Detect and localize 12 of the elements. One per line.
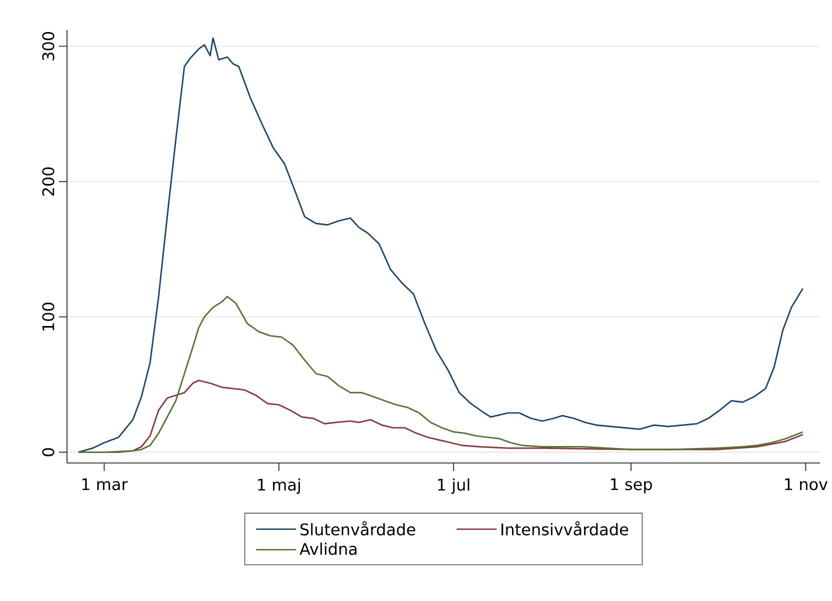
y-tick-label: 200	[42, 167, 54, 196]
legend-label: Intensivvårdade	[502, 521, 628, 536]
y-tick-label: 100	[42, 302, 54, 330]
legend-label: Slutenvårdade	[300, 521, 416, 536]
y-tick-label: 300	[42, 32, 54, 60]
legend-label: Avlidna	[300, 542, 356, 555]
x-tick-label: 1 mar	[82, 478, 128, 490]
x-tick-label: 1 sep	[610, 478, 652, 494]
x-tick-label: 1 maj	[258, 478, 300, 494]
x-tick-label: 1 nov	[785, 478, 828, 490]
x-tick-label: 1 jul	[438, 478, 470, 494]
y-tick-label: 0	[42, 448, 54, 456]
